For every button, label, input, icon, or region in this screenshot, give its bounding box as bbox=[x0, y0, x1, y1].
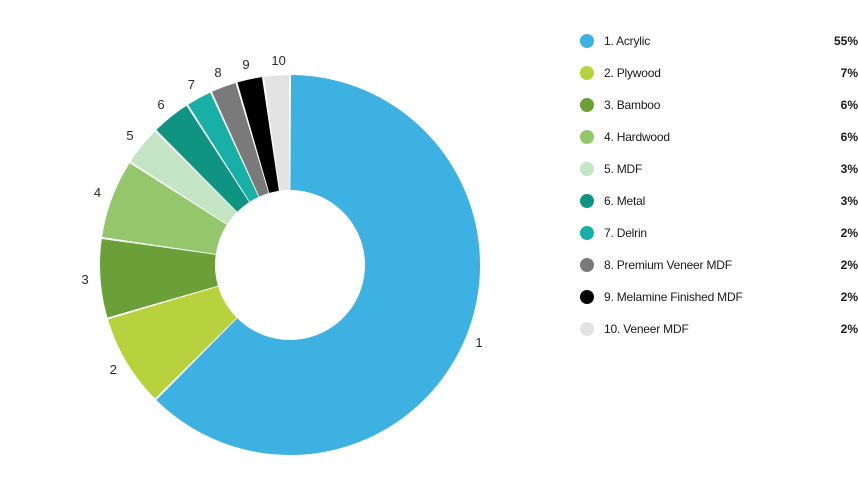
legend-pct-10: 2% bbox=[818, 322, 858, 336]
slice-label-5: 5 bbox=[126, 128, 133, 143]
donut-chart-area: 1 2 3 4 5 6 7 8 9 10 bbox=[0, 0, 520, 500]
legend-row-3: 3. Bamboo6% bbox=[580, 92, 858, 118]
slice-label-1: 1 bbox=[475, 335, 482, 350]
legend-label-8: 8. Premium Veneer MDF bbox=[604, 258, 818, 272]
legend-pct-6: 3% bbox=[818, 194, 858, 208]
slice-label-10: 10 bbox=[271, 53, 285, 68]
legend-row-8: 8. Premium Veneer MDF2% bbox=[580, 252, 858, 278]
legend-label-6: 6. Metal bbox=[604, 194, 818, 208]
legend-label-10: 10. Veneer MDF bbox=[604, 322, 818, 336]
legend-pct-4: 6% bbox=[818, 130, 858, 144]
slice-label-8: 8 bbox=[214, 65, 221, 80]
legend-label-1: 1. Acrylic bbox=[604, 34, 818, 48]
legend-swatch-9 bbox=[580, 290, 594, 304]
legend-swatch-8 bbox=[580, 258, 594, 272]
legend-row-5: 5. MDF3% bbox=[580, 156, 858, 182]
slice-label-6: 6 bbox=[157, 97, 164, 112]
legend-row-10: 10. Veneer MDF2% bbox=[580, 316, 858, 342]
legend-pct-7: 2% bbox=[818, 226, 858, 240]
legend-label-9: 9. Melamine Finished MDF bbox=[604, 290, 818, 304]
slice-label-4: 4 bbox=[94, 185, 101, 200]
legend-row-2: 2. Plywood7% bbox=[580, 60, 858, 86]
legend-swatch-6 bbox=[580, 194, 594, 208]
legend-pct-5: 3% bbox=[818, 162, 858, 176]
legend-row-1: 1. Acrylic55% bbox=[580, 28, 858, 54]
legend-swatch-4 bbox=[580, 130, 594, 144]
donut-chart bbox=[50, 20, 530, 500]
legend-swatch-10 bbox=[580, 322, 594, 336]
slice-label-9: 9 bbox=[242, 57, 249, 72]
legend-pct-8: 2% bbox=[818, 258, 858, 272]
slice-label-2: 2 bbox=[110, 362, 117, 377]
legend-swatch-2 bbox=[580, 66, 594, 80]
legend-swatch-5 bbox=[580, 162, 594, 176]
legend-pct-3: 6% bbox=[818, 98, 858, 112]
legend-swatch-3 bbox=[580, 98, 594, 112]
legend-row-7: 7. Delrin2% bbox=[580, 220, 858, 246]
legend-label-7: 7. Delrin bbox=[604, 226, 818, 240]
legend-pct-1: 55% bbox=[818, 34, 858, 48]
legend-row-9: 9. Melamine Finished MDF2% bbox=[580, 284, 858, 310]
legend-label-4: 4. Hardwood bbox=[604, 130, 818, 144]
legend-row-6: 6. Metal3% bbox=[580, 188, 858, 214]
legend-pct-2: 7% bbox=[818, 66, 858, 80]
legend-swatch-1 bbox=[580, 34, 594, 48]
slice-label-3: 3 bbox=[82, 272, 89, 287]
legend-pct-9: 2% bbox=[818, 290, 858, 304]
legend-label-3: 3. Bamboo bbox=[604, 98, 818, 112]
legend-row-4: 4. Hardwood6% bbox=[580, 124, 858, 150]
chart-container: 1 2 3 4 5 6 7 8 9 10 1. Acrylic55% 2. Plywood7% 3. … bbox=[0, 0, 858, 500]
legend: 1. Acrylic55%2. Plywood7%3. Bamboo6%4. H… bbox=[520, 0, 858, 500]
legend-label-5: 5. MDF bbox=[604, 162, 818, 176]
legend-label-2: 2. Plywood bbox=[604, 66, 818, 80]
legend-swatch-7 bbox=[580, 226, 594, 240]
slice-label-7: 7 bbox=[188, 77, 195, 92]
